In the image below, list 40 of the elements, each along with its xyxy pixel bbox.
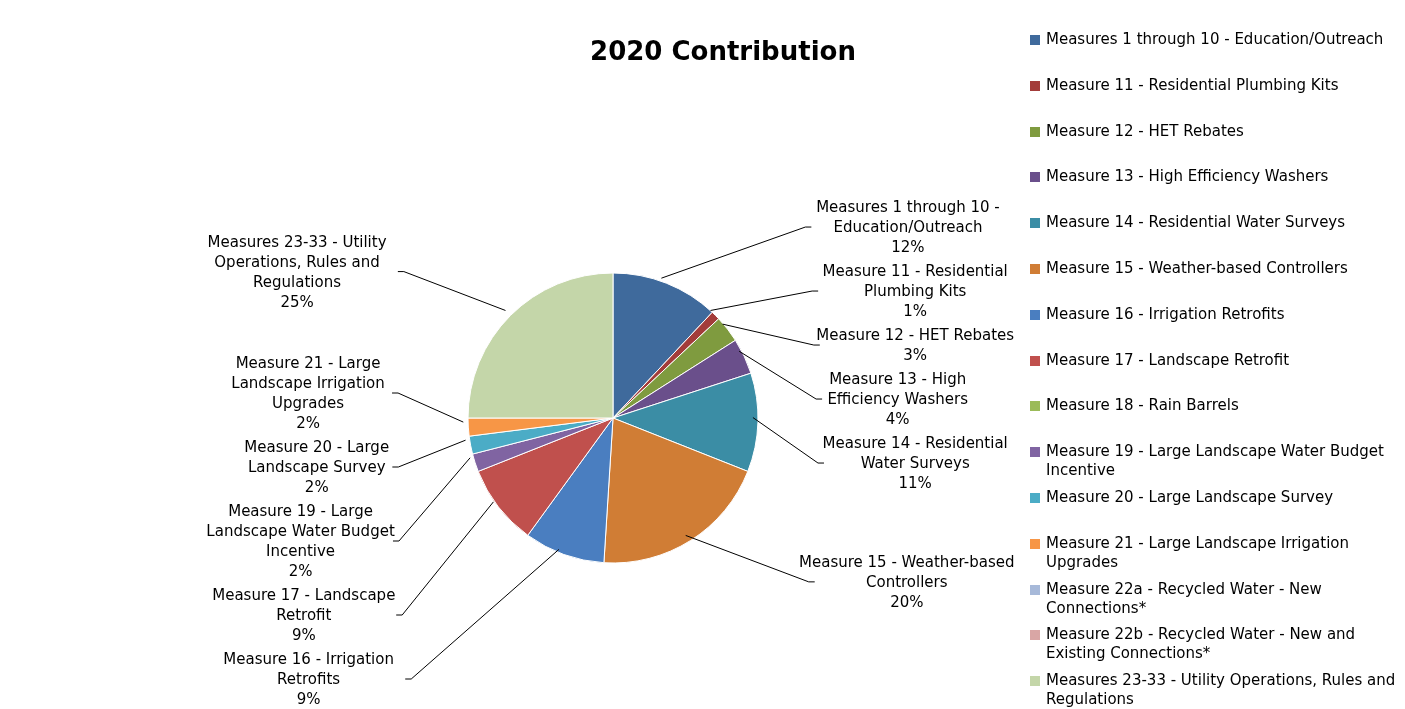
chart-title: 2020 Contribution [589, 36, 857, 66]
legend-label: Measure 20 - Large Landscape Survey [1046, 487, 1334, 507]
slice-label: Measure 19 - Large Landscape Water Budget Incentive [206, 502, 395, 560]
legend-label: Measures 1 through 10 - Education/Outreach [1046, 30, 1384, 49]
data-label: 20% [890, 592, 924, 611]
data-label: 4% [885, 410, 910, 429]
data-label: 9% [296, 690, 321, 708]
slice-label: Measure 15 - Weather-based Controllers [799, 552, 1015, 591]
slice-label: Measure 17 - Landscape Retrofit [212, 586, 396, 624]
data-label: 2% [288, 562, 313, 580]
slice-label: Measure 12 - HET Rebates [816, 326, 1015, 345]
legend-label: Measure 14 - Residential Water Surveys [1046, 213, 1346, 233]
slice-label: Measure 20 - Large Landscape Survey [244, 438, 390, 476]
data-label: 11% [898, 474, 932, 493]
slice-label: Measure 14 - Residential Water Surveys [822, 434, 1008, 473]
slice-label: Measures 23-33 - Utility Operations, Rules and Regulations [207, 232, 387, 291]
legend-label: Measure 19 - Large Landscape Water Budget Incentive [1046, 442, 1385, 481]
legend-label: Measure 12 - HET Rebates [1046, 121, 1244, 141]
legend-label: Measure 22b - Recycled Water - New and Existing Connections* [1046, 625, 1357, 664]
data-label: 2% [304, 478, 329, 496]
legend-label: Measure 17 - Landscape Retrofit [1046, 350, 1290, 370]
legend-label: Measure 18 - Rain Barrels [1046, 396, 1239, 416]
slice-label: Measures 1 through 10 - Education/Outreach [816, 198, 1000, 237]
legend-label: Measure 22a - Recycled Water - New Connections* [1046, 579, 1323, 618]
data-label: 1% [903, 302, 928, 321]
data-label: 9% [291, 626, 316, 644]
legend-label: Measure 21 - Large Landscape Irrigation Upgrades [1046, 533, 1350, 572]
slice-label: Measure 11 - Residential Plumbing Kits [822, 262, 1008, 301]
data-label: 2% [296, 414, 320, 432]
slice-label: Measure 21 - Large Landscape Irrigation Upgrades [231, 354, 385, 412]
data-label: 3% [903, 346, 928, 365]
legend-label: Measure 13 - High Efficiency Washers [1046, 167, 1329, 187]
slice-label: Measure 13 - High Efficiency Washers [827, 370, 969, 409]
legend-label: Measure 11 - Residential Plumbing Kits [1046, 75, 1339, 95]
data-label: 25% [280, 292, 314, 311]
legend-label: Measure 15 - Weather-based Controllers [1046, 258, 1348, 278]
slice-label: Measure 16 - Irrigation Retrofits [223, 650, 394, 688]
legend-label: Measure 16 - Irrigation Retrofits [1046, 304, 1285, 324]
legend-label: Measures 23-33 - Utility Operations, Rules and Regulations [1046, 671, 1397, 709]
data-label: 12% [891, 238, 925, 257]
